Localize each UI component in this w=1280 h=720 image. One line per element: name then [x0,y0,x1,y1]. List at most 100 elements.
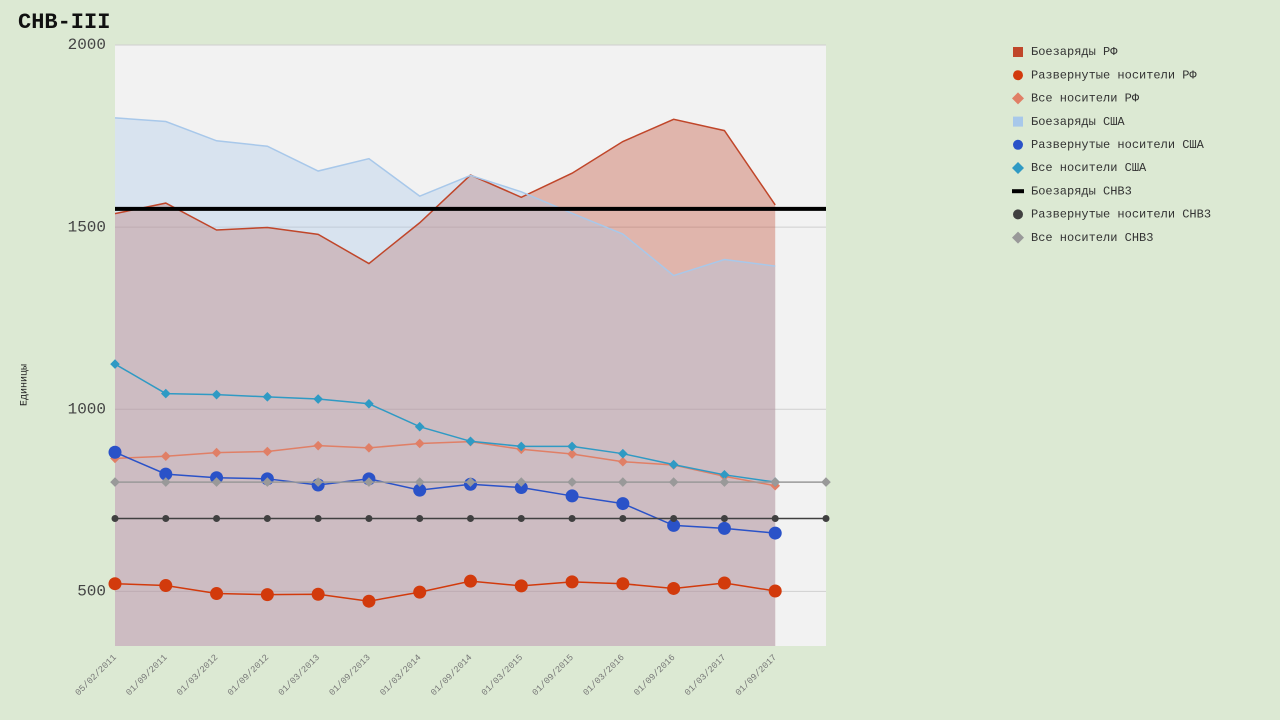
point [313,394,323,404]
point [108,445,122,459]
point [618,477,628,487]
point [517,515,525,523]
x-tick-label: 01/03/2017 [683,653,728,698]
point [822,515,830,523]
point [364,398,374,409]
point [162,515,170,523]
x-tick-label: 01/03/2016 [581,653,626,698]
point [670,515,678,523]
point [311,587,325,601]
point [770,477,781,487]
legend-label: Развернутые носители СНВ3 [1031,208,1211,222]
chart-title: СНВ-III [18,10,110,35]
area [115,119,776,646]
point [262,446,273,457]
point [717,576,731,590]
series-line [114,580,776,602]
point [160,451,171,462]
point [719,477,730,487]
point [211,447,222,458]
x-tick-label: 01/09/2014 [429,653,474,698]
point [720,515,728,523]
point [413,483,427,497]
point [771,515,779,523]
y-tick-label: 1500 [68,218,106,236]
y-tick-label: 2000 [68,36,106,54]
point [465,436,476,447]
point [313,477,323,487]
point [668,477,679,487]
series-line [114,363,776,483]
point [768,584,782,598]
area [115,117,776,646]
point [159,579,173,593]
point [516,477,527,487]
x-tick-label: 01/03/2013 [277,653,322,698]
point [314,515,322,523]
legend-label: Боезаряды СНВ3 [1031,184,1132,198]
point [465,477,476,487]
legend-swatch [1012,92,1024,105]
point [618,456,628,467]
legend-label: Все носители США [1031,161,1147,175]
point [514,481,528,495]
point [667,581,681,595]
x-tick-label: 01/03/2014 [378,653,423,698]
point [365,515,373,523]
x-tick-label: 01/03/2012 [175,653,220,698]
point [211,477,222,487]
point [414,438,425,449]
x-tick-label: 01/09/2015 [531,653,576,698]
legend-swatch [1013,139,1023,150]
point [108,577,122,591]
x-tick-label: 01/09/2013 [327,653,372,698]
point [414,477,425,487]
legend-swatch [1012,231,1024,244]
point [616,577,630,591]
legend-swatch [1012,189,1024,194]
point [717,521,731,535]
legend-label: Все носители РФ [1031,92,1140,106]
point [416,515,424,523]
point [110,477,120,487]
point [211,389,222,400]
point [313,440,323,451]
point [565,575,579,589]
legend-label: Боезаряды США [1031,115,1125,129]
point [618,448,628,459]
point [565,489,579,503]
point [364,443,374,453]
point [719,470,730,480]
y-tick-label: 500 [77,583,106,601]
point [160,477,171,487]
point [110,359,120,369]
legend-label: Развернутые носители США [1031,138,1205,152]
y-axis-label: Единицы [20,364,31,406]
legend-swatch [1012,162,1024,174]
legend-label: Боезаряды РФ [1031,45,1118,59]
x-tick-label: 01/09/2017 [734,653,779,698]
point [262,477,273,487]
point [263,515,271,523]
point [210,587,224,601]
x-tick-label: 01/03/2015 [480,653,525,698]
point [213,515,221,523]
x-tick-label: 01/09/2012 [226,653,271,698]
x-tick-label: 05/02/2011 [74,653,119,698]
series-line [114,440,776,487]
point [413,585,427,599]
point [768,526,782,540]
point [159,467,173,481]
point [568,515,576,523]
x-tick-label: 01/09/2011 [124,653,169,698]
legend-swatch [1013,47,1023,57]
legend-swatch [1013,116,1023,127]
x-tick-label: 01/09/2016 [632,653,677,698]
point [616,497,630,511]
point [464,574,477,588]
legend-swatch [1013,70,1023,81]
point [667,518,681,532]
legend-swatch [1013,209,1023,220]
point [260,588,274,602]
